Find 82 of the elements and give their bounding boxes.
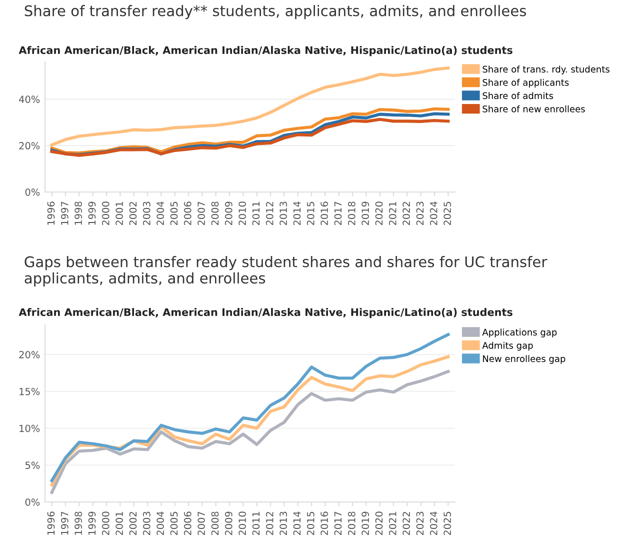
- y-tick-label: 0%: [25, 498, 40, 506]
- x-tick-label: 2021: [388, 512, 396, 536]
- x-tick-label: 2023: [416, 512, 424, 536]
- x-tick-label: 1998: [74, 512, 82, 535]
- x-tick-label: 2022: [402, 202, 410, 226]
- x-tick-label: 2013: [280, 512, 287, 536]
- x-tick-label: 2019: [362, 202, 369, 226]
- x-tick-label: 2018: [348, 512, 356, 536]
- x-tick-label: 2006: [184, 202, 192, 226]
- x-tick-label: 1999: [88, 202, 96, 225]
- legend-label: New enrollees gap: [483, 355, 566, 364]
- x-tick-label: 2015: [306, 202, 314, 226]
- x-tick-label: 2012: [266, 512, 274, 536]
- x-tick-label: 2023: [416, 202, 424, 226]
- y-tick-label: 40%: [19, 96, 40, 103]
- x-tick-label: 2014: [293, 202, 301, 226]
- chart-subtitle: African American/Black, American Indian/Alaska Native, Hispanic/Latino(a) students: [18, 308, 512, 318]
- x-tick-label: 1997: [60, 512, 68, 535]
- x-tick-label: 2020: [375, 202, 383, 226]
- legend-label: Share of applicants: [482, 78, 569, 88]
- x-tick-label: 2019: [362, 512, 369, 536]
- y-tick-label: 15%: [20, 388, 40, 396]
- y-tick-label: 5%: [25, 462, 40, 469]
- x-tick-label: 2002: [129, 512, 137, 536]
- x-tick-label: 1998: [74, 202, 82, 225]
- x-tick-label: 2005: [170, 202, 178, 226]
- x-tick-label: 2008: [211, 202, 219, 226]
- x-tick-label: 2016: [320, 202, 328, 226]
- x-tick-label: 2015: [306, 512, 314, 536]
- x-tick-label: 2025: [444, 202, 451, 226]
- x-tick-label: 1999: [88, 512, 96, 535]
- x-tick-label: 2001: [116, 202, 123, 226]
- x-tick-label: 2004: [156, 512, 164, 536]
- x-tick-label: 2003: [142, 202, 150, 226]
- legend-label: Share of trans. rdy. students: [482, 66, 610, 74]
- y-tick-label: 10%: [20, 424, 40, 432]
- x-tick-label: 2007: [198, 202, 205, 226]
- x-tick-label: 2009: [224, 202, 232, 226]
- x-tick-label: 2010: [238, 202, 246, 226]
- x-tick-label: 2009: [224, 512, 232, 536]
- x-tick-label: 2008: [211, 512, 219, 536]
- x-tick-label: 2024: [430, 512, 438, 536]
- y-tick-label: 20%: [19, 142, 40, 150]
- chart-subtitle: African American/Black, American Indian/Alaska Native, Hispanic/Latino(a) students: [18, 46, 512, 56]
- x-tick-label: 2000: [102, 202, 110, 226]
- y-tick-label: 0%: [25, 188, 40, 196]
- x-tick-label: 2014: [293, 512, 301, 536]
- line-series: [50, 66, 450, 146]
- x-tick-label: 2017: [334, 512, 342, 536]
- legend-label: Applications gap: [482, 328, 557, 338]
- x-tick-label: 2013: [280, 202, 287, 226]
- x-tick-label: 2000: [102, 512, 110, 536]
- x-tick-label: 1997: [60, 202, 68, 225]
- x-tick-label: 2017: [334, 202, 342, 226]
- legend-label: Share of admits: [482, 92, 554, 100]
- x-tick-label: 2005: [170, 512, 178, 536]
- x-tick-label: 2001: [116, 512, 123, 536]
- x-tick-label: 2007: [198, 512, 205, 536]
- x-tick-label: 2018: [348, 202, 356, 226]
- x-tick-label: 2003: [142, 512, 150, 536]
- x-tick-label: 2024: [430, 202, 438, 226]
- chart-title: Gaps between transfer ready student shares and shares for UC transfer applicants, admits, and enrollees: [24, 256, 548, 286]
- x-tick-label: 2020: [375, 512, 383, 536]
- line-series: [50, 333, 450, 482]
- x-tick-label: 2011: [252, 512, 260, 536]
- x-tick-label: 2006: [184, 512, 192, 536]
- x-tick-label: 2021: [388, 202, 396, 226]
- x-tick-label: 2011: [252, 202, 260, 226]
- x-tick-label: 2025: [444, 512, 451, 536]
- x-tick-label: 2002: [129, 202, 137, 226]
- x-tick-label: 2010: [238, 512, 246, 536]
- x-tick-label: 2022: [402, 512, 410, 536]
- x-tick-label: 2004: [156, 202, 164, 226]
- x-tick-label: 1996: [47, 202, 55, 225]
- legend-label: Share of new enrollees: [482, 105, 585, 112]
- x-tick-label: 1996: [47, 512, 55, 535]
- legend-label: Admits gap: [482, 342, 533, 351]
- chart-title: Share of transfer ready** students, applicants, admits, and enrollees: [24, 5, 526, 20]
- x-tick-label: 2016: [320, 512, 328, 536]
- x-tick-label: 2012: [266, 202, 274, 226]
- y-tick-label: 20%: [19, 350, 40, 358]
- line-series: [50, 370, 450, 494]
